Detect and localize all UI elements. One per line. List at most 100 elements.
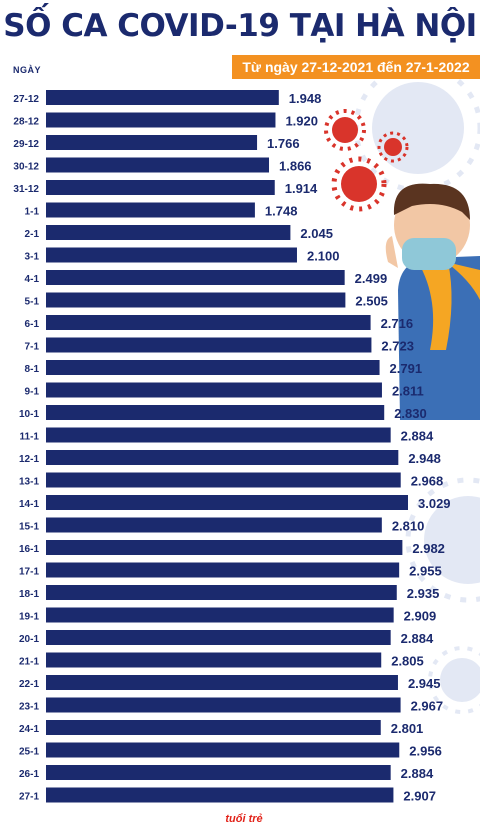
bar xyxy=(46,517,382,533)
category-label: 7-1 xyxy=(25,342,40,353)
value-label: 2.791 xyxy=(390,361,423,376)
category-label: 16-1 xyxy=(19,544,39,555)
category-label: 29-12 xyxy=(13,139,39,150)
bar xyxy=(46,382,382,398)
red-virus-icon xyxy=(331,156,387,212)
value-label: 2.499 xyxy=(355,271,388,286)
red-virus-icon xyxy=(324,109,366,151)
value-label: 3.029 xyxy=(418,496,451,511)
value-label: 1.766 xyxy=(267,136,300,151)
value-label: 2.967 xyxy=(411,699,444,714)
bar xyxy=(46,720,381,735)
value-label: 2.935 xyxy=(407,586,440,601)
value-label: 2.505 xyxy=(355,294,388,309)
bar xyxy=(46,135,258,150)
bar xyxy=(46,630,391,645)
category-label: 14-1 xyxy=(19,499,39,510)
bar xyxy=(46,450,399,465)
category-label: 18-1 xyxy=(19,589,39,600)
bar xyxy=(46,495,408,510)
value-label: 2.884 xyxy=(401,429,434,444)
category-label: 1-1 xyxy=(25,207,40,218)
bar xyxy=(46,607,394,623)
value-label: 1.914 xyxy=(285,181,318,196)
value-label: 2.968 xyxy=(411,474,444,489)
value-label: 2.884 xyxy=(401,631,434,646)
bar xyxy=(46,157,270,173)
value-label: 2.810 xyxy=(392,519,425,534)
background-virus-bottom-icon xyxy=(405,477,480,714)
value-label: 2.956 xyxy=(409,744,442,759)
value-label: 2.982 xyxy=(412,541,445,556)
bar xyxy=(46,360,380,375)
value-label: 2.945 xyxy=(408,676,441,691)
date-axis-label: NGÀY xyxy=(13,65,42,75)
category-label: 21-1 xyxy=(19,657,39,668)
bar xyxy=(46,652,382,668)
category-label: 17-1 xyxy=(19,567,39,578)
bar xyxy=(46,90,279,105)
category-label: 22-1 xyxy=(19,679,39,690)
value-label: 1.920 xyxy=(285,114,318,129)
category-label: 27-12 xyxy=(13,94,39,105)
bar xyxy=(46,585,397,600)
category-label: 19-1 xyxy=(19,612,39,623)
category-label: 20-1 xyxy=(19,634,39,645)
value-label: 2.723 xyxy=(381,339,414,354)
value-label: 1.948 xyxy=(289,91,322,106)
date-range-subtitle: Từ ngày 27-12-2021 đến 27-1-2022 xyxy=(232,55,480,79)
bar xyxy=(46,337,372,353)
bar xyxy=(46,292,346,308)
value-label: 2.907 xyxy=(403,789,436,804)
category-label: 10-1 xyxy=(19,409,39,420)
bar xyxy=(46,202,255,218)
category-label: 30-12 xyxy=(13,162,39,173)
category-label: 26-1 xyxy=(19,769,39,780)
bar xyxy=(46,697,401,713)
value-label: 2.830 xyxy=(394,406,427,421)
category-label: 2-1 xyxy=(25,229,40,240)
bar xyxy=(46,427,391,443)
category-label: 3-1 xyxy=(25,252,40,263)
category-label: 5-1 xyxy=(25,297,40,308)
bar xyxy=(46,765,391,780)
value-label: 2.045 xyxy=(300,226,333,241)
category-label: 6-1 xyxy=(25,319,40,330)
value-label: 2.909 xyxy=(404,609,437,624)
value-label: 2.716 xyxy=(381,316,414,331)
category-label: 28-12 xyxy=(13,117,39,128)
masked-person-illustration xyxy=(385,183,480,420)
bar xyxy=(46,315,371,330)
value-label: 2.100 xyxy=(307,249,340,264)
category-label: 23-1 xyxy=(19,702,39,713)
category-label: 9-1 xyxy=(25,387,40,398)
publisher-logo: tuổi trẻ xyxy=(225,813,263,825)
bar xyxy=(46,675,398,690)
category-label: 8-1 xyxy=(25,364,40,375)
value-label: 1.748 xyxy=(265,204,298,219)
red-virus-icon xyxy=(377,131,409,163)
category-label: 15-1 xyxy=(19,522,39,533)
category-label: 4-1 xyxy=(25,274,40,285)
bar xyxy=(46,405,385,420)
value-label: 2.801 xyxy=(391,721,424,736)
value-label: 2.884 xyxy=(401,766,434,781)
value-label: 1.866 xyxy=(279,159,312,174)
category-label: 31-12 xyxy=(13,184,39,195)
category-label: 13-1 xyxy=(19,477,39,488)
bar xyxy=(46,112,276,128)
bar xyxy=(46,562,400,578)
value-label: 2.948 xyxy=(408,451,441,466)
category-label: 24-1 xyxy=(19,724,39,735)
bar xyxy=(46,472,401,488)
value-label: 2.811 xyxy=(392,384,424,399)
bar xyxy=(46,270,345,285)
bar xyxy=(46,180,275,195)
value-label: 2.955 xyxy=(409,564,442,579)
bar xyxy=(46,540,403,555)
bar xyxy=(46,225,291,240)
bar xyxy=(46,742,400,758)
value-label: 2.805 xyxy=(391,654,424,669)
